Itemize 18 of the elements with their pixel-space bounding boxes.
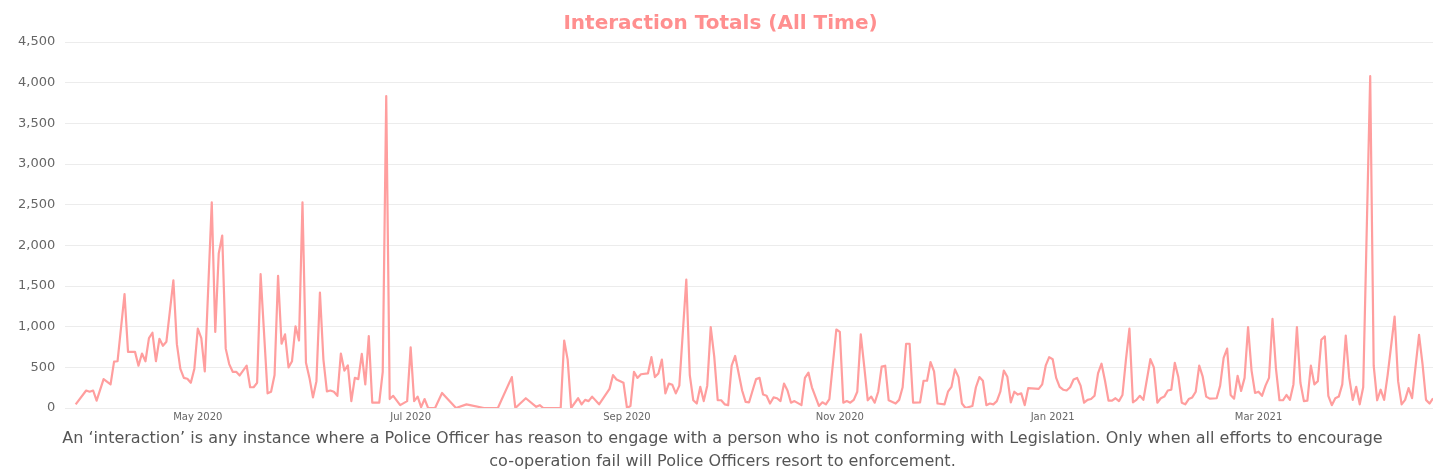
- y-tick-label: 2,500: [18, 196, 56, 212]
- chart-title: Interaction Totals (All Time): [563, 10, 878, 35]
- x-tick-label: Mar 2021: [1234, 410, 1283, 422]
- y-tick-label: 2,000: [18, 236, 56, 252]
- x-tick-label: Nov 2020: [815, 410, 864, 422]
- y-tick-label: 1,500: [18, 277, 56, 293]
- y-tick-label: 4,500: [18, 33, 56, 49]
- text: An ‘interaction’ is any instance where a Police Officer has reason to engage with a person who is not conforming with Legislation. Only when all efforts to encourage co-operation fail will Police Officers resort to enforcement.: [61, 427, 1384, 472]
- y-tick-label: 4,000: [18, 74, 56, 90]
- x-tick-label: Sep 2020: [603, 410, 651, 422]
- x-tick-label: May 2020: [173, 410, 223, 422]
- x-tick-label: Jan 2021: [1029, 410, 1075, 422]
- y-tick-label: 1,000: [18, 318, 56, 334]
- y-tick-label: 500: [30, 358, 56, 374]
- y-tick-label: 3,500: [18, 114, 56, 130]
- y-tick-label: 3,000: [18, 155, 56, 171]
- x-tick-label: Jul 2020: [389, 410, 431, 422]
- y-tick-label: 0: [46, 399, 56, 415]
